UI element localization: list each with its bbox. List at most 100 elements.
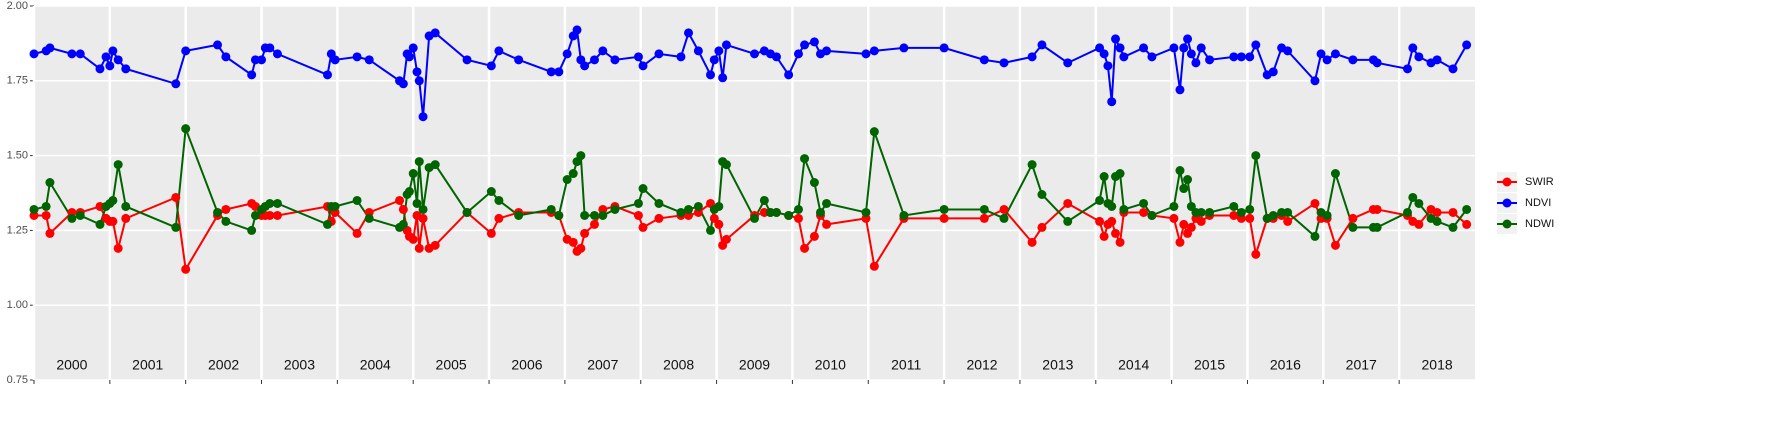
point bbox=[1169, 201, 1179, 211]
point bbox=[1095, 195, 1105, 205]
point bbox=[800, 154, 810, 164]
point bbox=[272, 198, 282, 208]
y-tick-label: 2.00 bbox=[7, 0, 28, 12]
year-label: 2004 bbox=[360, 357, 391, 373]
point bbox=[1432, 55, 1442, 65]
point bbox=[1236, 207, 1246, 217]
point bbox=[462, 207, 472, 217]
point bbox=[800, 40, 810, 50]
point bbox=[75, 49, 85, 59]
point bbox=[1205, 55, 1215, 65]
point bbox=[684, 204, 694, 214]
point bbox=[1119, 52, 1129, 62]
point bbox=[999, 204, 1009, 214]
point bbox=[108, 195, 118, 205]
point bbox=[272, 49, 282, 59]
point bbox=[676, 207, 686, 217]
point bbox=[1179, 219, 1189, 229]
point bbox=[1191, 58, 1201, 68]
point bbox=[181, 124, 191, 134]
point bbox=[899, 210, 909, 220]
point bbox=[330, 201, 340, 211]
year-label: 2001 bbox=[132, 357, 163, 373]
point bbox=[869, 46, 879, 56]
point bbox=[404, 52, 414, 62]
point bbox=[568, 169, 578, 179]
point bbox=[1310, 198, 1320, 208]
point bbox=[514, 210, 524, 220]
point bbox=[404, 187, 414, 197]
point bbox=[1099, 172, 1109, 182]
point bbox=[221, 204, 231, 214]
point bbox=[589, 210, 599, 220]
point bbox=[1462, 219, 1472, 229]
point bbox=[1147, 52, 1157, 62]
point bbox=[494, 46, 504, 56]
point bbox=[1179, 184, 1189, 194]
point bbox=[113, 55, 123, 65]
point bbox=[1229, 210, 1239, 220]
point bbox=[1372, 204, 1382, 214]
point bbox=[714, 201, 724, 211]
point bbox=[1139, 43, 1149, 53]
point bbox=[45, 228, 55, 238]
point bbox=[352, 52, 362, 62]
point bbox=[1027, 160, 1037, 170]
point bbox=[1095, 216, 1105, 226]
point bbox=[979, 204, 989, 214]
point bbox=[580, 61, 590, 71]
point bbox=[257, 55, 267, 65]
point bbox=[1099, 231, 1109, 241]
point bbox=[638, 184, 648, 194]
point bbox=[1169, 43, 1179, 53]
point bbox=[1099, 49, 1109, 59]
point bbox=[247, 70, 257, 80]
point bbox=[398, 219, 408, 229]
year-label: 2013 bbox=[1042, 357, 1073, 373]
point bbox=[1432, 207, 1442, 217]
year-label: 2008 bbox=[663, 357, 694, 373]
point bbox=[546, 204, 556, 214]
point bbox=[1448, 64, 1458, 74]
point bbox=[793, 49, 803, 59]
point bbox=[41, 201, 51, 211]
point bbox=[1322, 55, 1332, 65]
point bbox=[714, 46, 724, 56]
point bbox=[1186, 49, 1196, 59]
year-label: 2000 bbox=[56, 357, 87, 373]
point bbox=[771, 207, 781, 217]
point bbox=[633, 52, 643, 62]
point bbox=[1186, 222, 1196, 232]
point bbox=[1027, 237, 1037, 247]
point bbox=[418, 112, 428, 122]
point bbox=[1310, 231, 1320, 241]
legend-point bbox=[1502, 177, 1512, 187]
point bbox=[654, 49, 664, 59]
point bbox=[265, 198, 275, 208]
point bbox=[1330, 169, 1340, 179]
point bbox=[352, 228, 362, 238]
point bbox=[221, 52, 231, 62]
point bbox=[1229, 52, 1239, 62]
point bbox=[721, 40, 731, 50]
point bbox=[171, 79, 181, 89]
point bbox=[822, 46, 832, 56]
point bbox=[1403, 207, 1413, 217]
point bbox=[265, 210, 275, 220]
point bbox=[75, 210, 85, 220]
legend-label: NDWI bbox=[1525, 218, 1554, 230]
point bbox=[181, 46, 191, 56]
point bbox=[638, 61, 648, 71]
point bbox=[1251, 40, 1261, 50]
point bbox=[576, 151, 586, 161]
point bbox=[939, 213, 949, 223]
point bbox=[121, 201, 131, 211]
point bbox=[412, 67, 422, 77]
year-label: 2017 bbox=[1346, 357, 1377, 373]
point bbox=[1183, 175, 1193, 185]
point bbox=[706, 70, 716, 80]
point bbox=[1139, 198, 1149, 208]
point bbox=[1251, 249, 1261, 259]
point bbox=[750, 49, 759, 59]
